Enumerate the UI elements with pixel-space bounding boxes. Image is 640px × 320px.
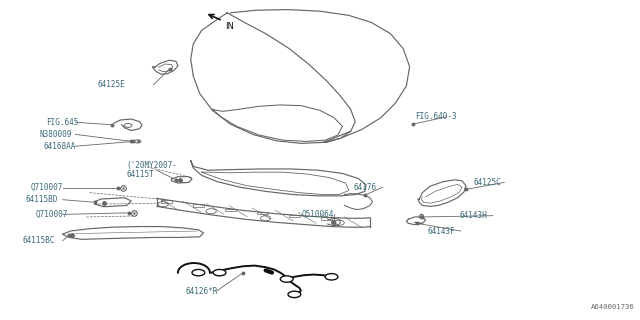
Text: 64115T: 64115T — [127, 170, 154, 179]
Text: 64143F: 64143F — [428, 227, 455, 236]
Text: 64125E: 64125E — [97, 80, 125, 89]
Text: Q510064: Q510064 — [302, 210, 335, 219]
Bar — [225, 209, 236, 211]
Text: 64168AA: 64168AA — [44, 142, 76, 151]
Text: Q710007: Q710007 — [35, 210, 68, 219]
Text: ('20MY2007-: ('20MY2007- — [127, 161, 177, 170]
Text: Q710007: Q710007 — [31, 183, 63, 192]
Text: 64115BD: 64115BD — [26, 195, 58, 204]
Text: 64126*R: 64126*R — [186, 287, 218, 296]
Circle shape — [213, 269, 226, 276]
Bar — [289, 215, 300, 217]
Bar — [257, 212, 268, 214]
Circle shape — [325, 274, 338, 280]
Text: FIG.645: FIG.645 — [46, 118, 79, 127]
Bar — [321, 217, 332, 220]
Bar — [161, 200, 172, 203]
Text: 64115BC: 64115BC — [22, 236, 55, 245]
Circle shape — [288, 291, 301, 298]
Circle shape — [280, 276, 293, 282]
Text: 64176: 64176 — [353, 183, 376, 192]
Text: N380009: N380009 — [40, 130, 72, 139]
Text: IN: IN — [225, 22, 234, 31]
Text: 64125C: 64125C — [474, 178, 501, 187]
Text: 64143H: 64143H — [460, 211, 487, 220]
Bar — [193, 204, 204, 207]
Text: A640001736: A640001736 — [591, 304, 635, 310]
Text: FIG.640-3: FIG.640-3 — [415, 112, 456, 121]
Circle shape — [192, 269, 205, 276]
